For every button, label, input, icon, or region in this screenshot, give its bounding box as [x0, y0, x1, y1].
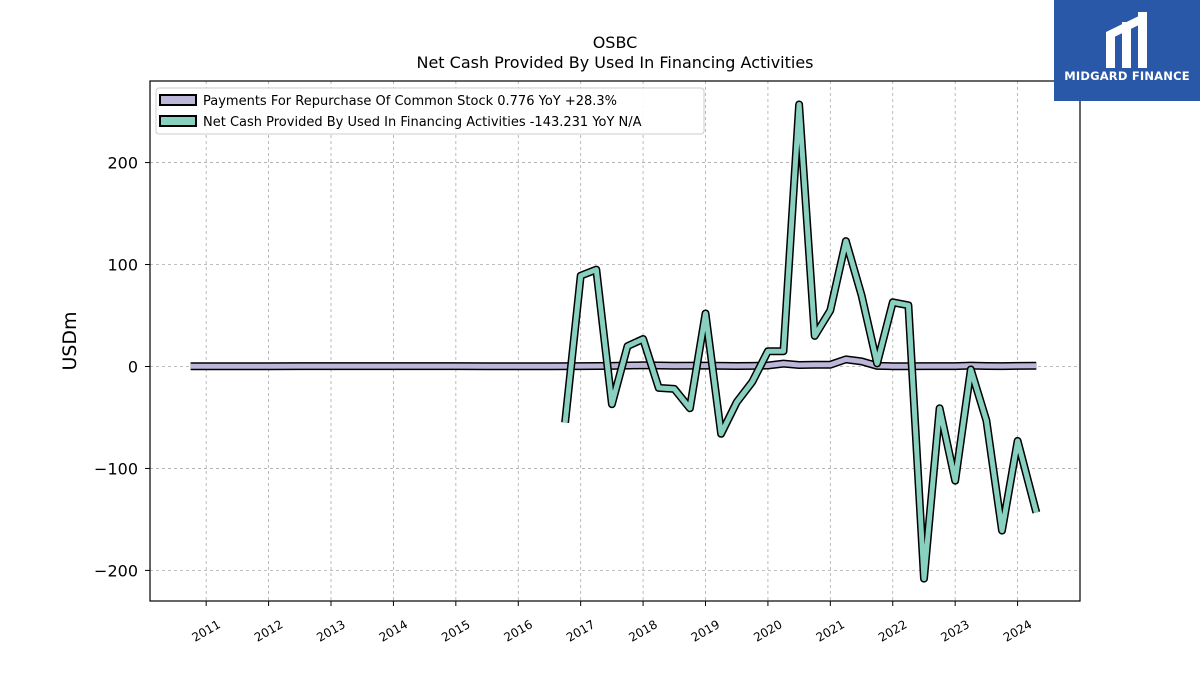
x-tick-label: 2016 [502, 617, 535, 644]
x-tick-label: 2011 [189, 617, 222, 644]
x-tick-label: 2015 [439, 617, 472, 644]
x-tick-label: 2017 [564, 617, 597, 644]
x-tick-label: 2023 [938, 617, 971, 644]
y-tick-label: 100 [107, 256, 138, 275]
y-tick-label: 200 [107, 154, 138, 173]
brand-logo: MIDGARD FINANCE [1054, 0, 1200, 101]
x-tick-label: 2022 [876, 617, 909, 644]
legend-label: Payments For Repurchase Of Common Stock … [203, 94, 617, 109]
y-tick-label: 0 [128, 357, 138, 376]
repurchase-series-line [190, 356, 1037, 369]
legend-label: Net Cash Provided By Used In Financing A… [203, 115, 642, 130]
chart-title: OSBC [593, 33, 638, 52]
x-tick-label: 2024 [1001, 617, 1034, 644]
legend-swatch [159, 94, 197, 106]
x-tick-label: 2019 [689, 617, 722, 644]
x-tick-label: 2014 [377, 617, 410, 644]
x-tick-label: 2020 [751, 617, 784, 644]
financing-series-line [562, 102, 1039, 582]
chart-subtitle: Net Cash Provided By Used In Financing A… [416, 53, 813, 72]
y-tick-label: −200 [94, 561, 138, 580]
x-tick-label: 2021 [814, 617, 847, 644]
grid [150, 81, 1080, 601]
y-axis-label: USDm [59, 311, 81, 370]
plot-frame [149, 80, 1081, 602]
legend-swatch [159, 115, 197, 127]
legend-frame [155, 87, 705, 135]
series-layer [190, 100, 1041, 583]
x-tick-label: 2012 [252, 617, 285, 644]
brand-name: MIDGARD FINANCE [1064, 69, 1190, 83]
x-tick-label: 2013 [314, 617, 347, 644]
x-tick-label: 2018 [626, 617, 659, 644]
y-tick-label: −100 [94, 459, 138, 478]
legend: Payments For Repurchase Of Common Stock … [155, 87, 705, 135]
brand-mark-icon [1106, 12, 1147, 68]
